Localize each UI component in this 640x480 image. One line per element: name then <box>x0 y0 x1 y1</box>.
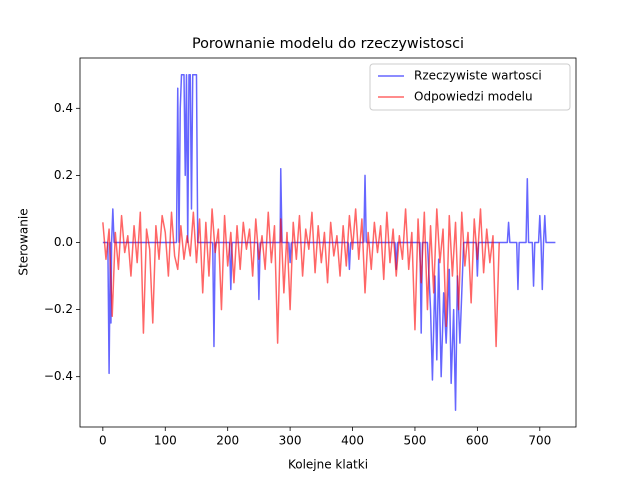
x-tick-label: 200 <box>216 434 239 448</box>
legend-box <box>369 63 571 111</box>
y-tick-label: −0.4 <box>44 369 73 383</box>
chart-title: Porownanie modelu do rzeczywistosci <box>192 36 464 52</box>
y-tick-label: 0.4 <box>54 101 73 115</box>
x-axis-label: Kolejne klatki <box>288 458 368 472</box>
x-tick-label: 300 <box>279 434 302 448</box>
x-tick-label: 600 <box>466 434 489 448</box>
legend-label: Rzeczywiste wartosci <box>414 69 542 83</box>
x-tick-label: 0 <box>99 434 107 448</box>
series-line <box>102 208 500 348</box>
plot-frame <box>79 57 577 428</box>
y-tick-label: 0.2 <box>54 168 73 182</box>
x-tick-label: 100 <box>154 434 177 448</box>
legend-label: Odpowiedzi modelu <box>414 90 533 104</box>
x-tick-label: 500 <box>403 434 426 448</box>
y-tick-label: −0.2 <box>44 302 73 316</box>
x-tick-label: 700 <box>528 434 551 448</box>
y-tick-label: 0.0 <box>54 235 73 249</box>
series-line <box>102 74 556 411</box>
y-axis-label: Sterowanie <box>17 208 31 275</box>
x-tick-label: 400 <box>341 434 364 448</box>
